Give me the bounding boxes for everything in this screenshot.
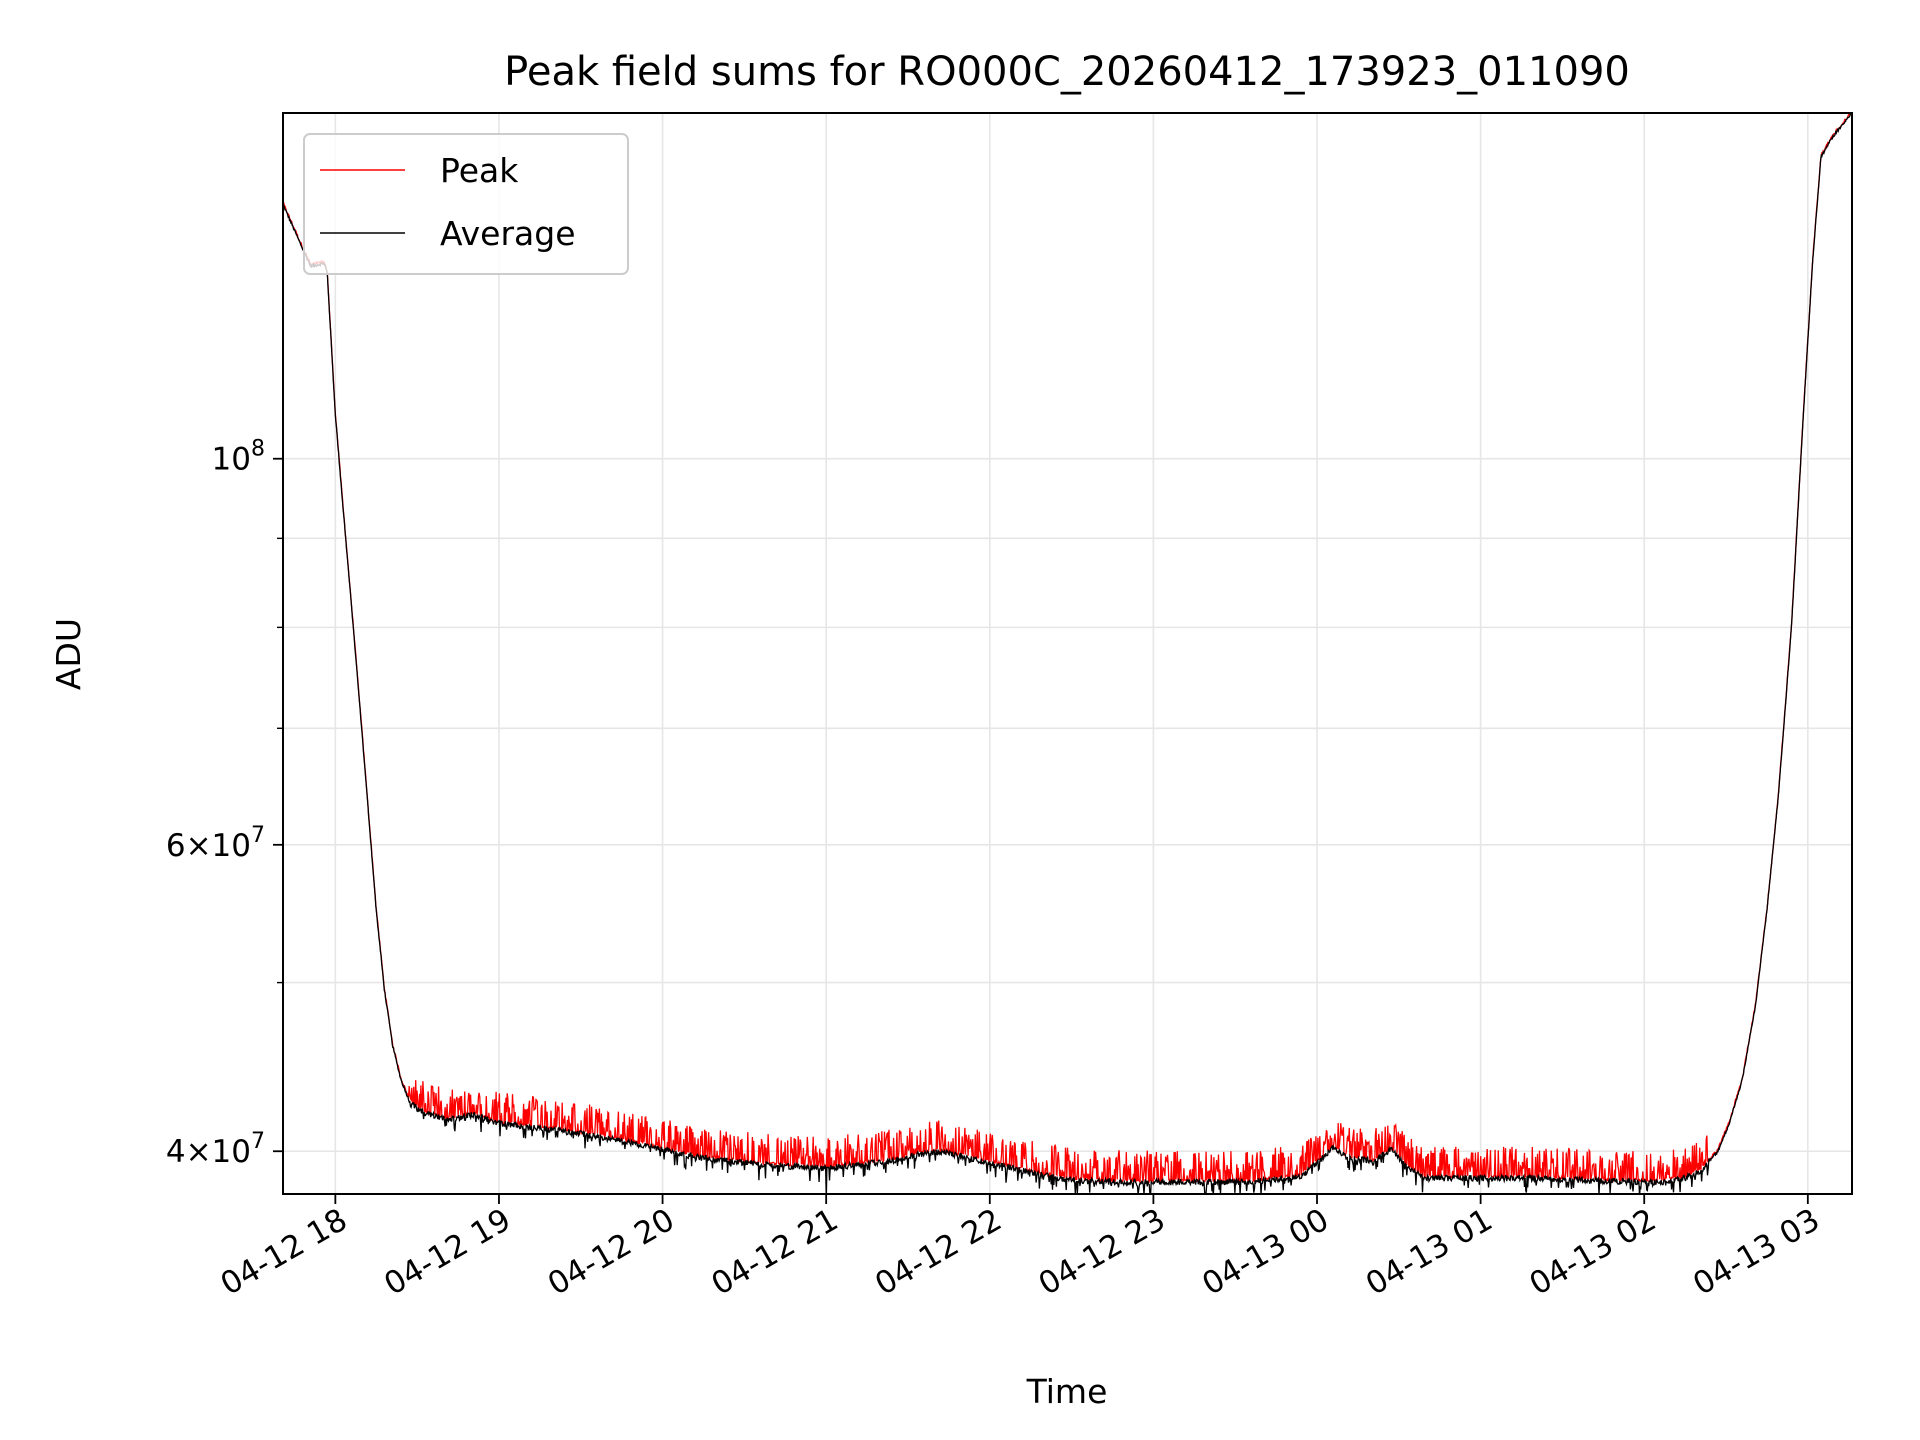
legend-box (303, 133, 629, 275)
y-tick-label: 6×107 (166, 823, 265, 864)
y-axis: 4×107 6×107 108 (166, 437, 283, 1170)
y-axis-label: ADU (49, 618, 88, 690)
average-series-line (283, 113, 1852, 1194)
chart-title: Peak field sums for RO000C_20260412_1739… (504, 49, 1630, 95)
y-tick-label: 4×107 (166, 1129, 265, 1170)
y-tick-label: 108 (212, 437, 265, 478)
plot-frame (282, 112, 1853, 1195)
legend-peak-label: Peak (440, 151, 519, 190)
legend-average-label: Average (440, 214, 576, 253)
legend: Peak Average (303, 133, 629, 275)
x-axis-label: Time (1026, 1372, 1108, 1411)
